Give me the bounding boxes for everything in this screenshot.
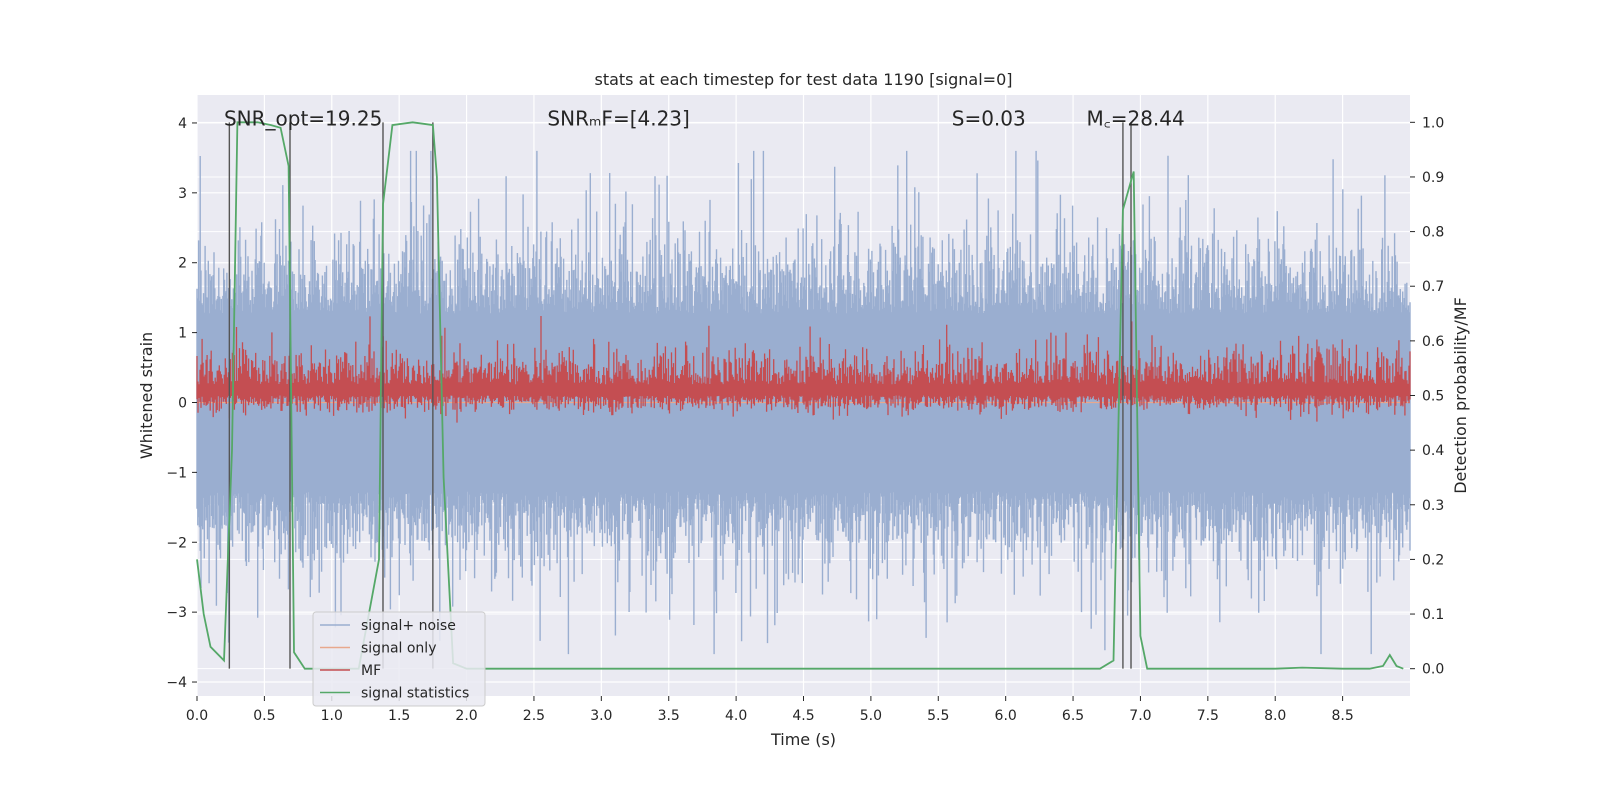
y-right-tick-label: 0.5 (1422, 389, 1444, 405)
y-right-tick-label: 0.1 (1422, 607, 1444, 623)
x-tick-label: 7.0 (1129, 708, 1151, 724)
x-tick-label: 8.5 (1331, 708, 1353, 724)
x-tick-label: 0.0 (186, 708, 208, 724)
y-right-tick-label: 0.6 (1422, 334, 1444, 350)
y-tick-label: −4 (166, 675, 187, 691)
y-tick-label: −3 (166, 605, 187, 621)
x-tick-label: 2.5 (523, 708, 545, 724)
y-right-tick-label: 0.7 (1422, 279, 1444, 295)
y-right-tick-label: 0.3 (1422, 498, 1444, 514)
legend-label-mf: MF (361, 663, 381, 679)
x-tick-label: 5.0 (860, 708, 882, 724)
x-tick-label: 3.0 (590, 708, 612, 724)
y-tick-label: 1 (178, 326, 187, 342)
y-right-tick-label: 1.0 (1422, 115, 1444, 131)
legend: signal+ noise signal only MF signal stat… (312, 611, 486, 707)
y-tick-label: 3 (178, 186, 187, 202)
legend-label-signal-only: signal only (361, 641, 436, 657)
annotation-snr-mf: SNRₘF=[4.23] (547, 106, 689, 130)
x-tick-label: 1.5 (388, 708, 410, 724)
y-tick-label: −1 (166, 465, 187, 481)
series-mf (196, 316, 1411, 423)
y-right-tick-label: 0.4 (1422, 443, 1444, 459)
x-tick-label: 5.5 (927, 708, 949, 724)
y-right-tick-label: 0.8 (1422, 225, 1444, 241)
y-tick-label: 4 (178, 116, 187, 132)
signal-statistics-line (196, 121, 1404, 670)
y-tick-label: 0 (178, 395, 187, 411)
x-tick-label: 8.0 (1264, 708, 1286, 724)
legend-label-signal-statistics: signal statistics (361, 686, 469, 702)
legend-box (312, 611, 486, 707)
x-tick-label: 1.0 (321, 708, 343, 724)
x-tick-label: 4.5 (792, 708, 814, 724)
x-tick-label: 4.0 (725, 708, 747, 724)
x-tick-label: 3.5 (658, 708, 680, 724)
y-right-tick-label: 0.0 (1422, 662, 1444, 678)
legend-label-signal-noise: signal+ noise (361, 618, 456, 634)
y-right-tick-label: 0.2 (1422, 552, 1444, 568)
x-tick-label: 6.5 (1062, 708, 1084, 724)
series-signal-statistics (196, 121, 1404, 670)
mf-trace (196, 316, 1411, 423)
x-tick-label: 0.5 (253, 708, 275, 724)
annotation-mc: M꜀=28.44 (1087, 106, 1185, 130)
y-right-tick-label: 0.9 (1422, 170, 1444, 186)
x-axis-label: Time (s) (770, 730, 836, 749)
y-axis-label: Whitened strain (137, 332, 156, 459)
chart-title: stats at each timestep for test data 119… (594, 70, 1012, 89)
y-tick-label: 2 (178, 256, 187, 272)
y-right-axis-label: Detection probability/MF (1451, 297, 1470, 494)
vertical-markers (228, 122, 1132, 669)
x-tick-label: 6.0 (995, 708, 1017, 724)
y-tick-label: −2 (166, 535, 187, 551)
axis-ticks: 0.0 0.5 1.0 1.5 2.0 2.5 3.0 3.5 4.0 4.5 5.0 5.5 6.0 6… (166, 115, 1444, 724)
annotation-snr-opt: SNR_opt=19.25 (224, 106, 382, 130)
annotation-s: S=0.03 (952, 106, 1026, 130)
x-tick-label: 7.5 (1197, 708, 1219, 724)
x-tick-label: 2.0 (455, 708, 477, 724)
